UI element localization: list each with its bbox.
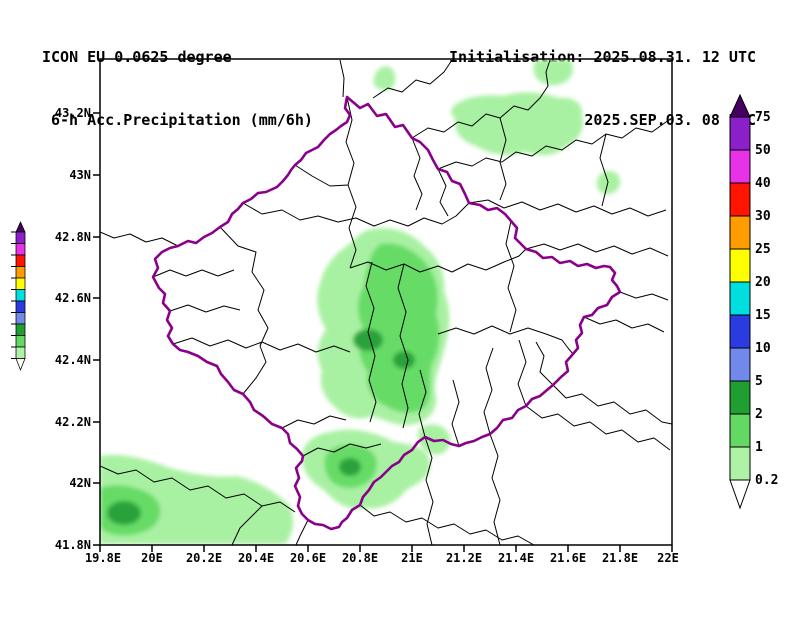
x-axis-tick-label: 21.2E	[446, 551, 482, 565]
x-axis-tick-label: 22E	[657, 551, 679, 565]
map-interior	[100, 59, 672, 545]
colorbar-segment	[729, 380, 751, 415]
x-axis-tick-label: 21.8E	[602, 551, 638, 565]
colorbar-segment	[729, 413, 751, 448]
mini-colorbar-segment	[15, 266, 26, 279]
country-border	[151, 95, 622, 531]
x-axis-tick-label: 21.4E	[498, 551, 534, 565]
colorbar-label: 15	[755, 308, 771, 323]
precip-heavy-cell	[393, 351, 415, 369]
colorbar-label: 2	[755, 407, 763, 422]
colorbar-segment	[729, 248, 751, 283]
x-axis-tick-label: 20E	[141, 551, 163, 565]
mini-colorbar-segment	[15, 300, 26, 313]
mini-colorbar-segment	[15, 346, 26, 359]
colorbar-label: 20	[755, 275, 771, 290]
colorbar-segment	[729, 281, 751, 316]
mini-colorbar-segment	[15, 312, 26, 325]
precip-heavy-cell	[339, 458, 361, 476]
y-axis-tick-label: 42.2N	[55, 415, 91, 429]
mini-colorbar-segment	[15, 289, 26, 302]
district-borders	[100, 59, 672, 545]
colorbar-label: 10	[755, 341, 771, 356]
colorbar-label: 1	[755, 440, 763, 455]
mini-colorbar-segment	[15, 277, 26, 290]
precip-heavy-cell	[353, 329, 383, 351]
y-axis-tick-label: 42N	[69, 476, 91, 490]
x-axis-tick-label: 20.4E	[238, 551, 274, 565]
y-axis-tick-label: 41.8N	[55, 538, 91, 552]
precip-heavy-cell	[107, 501, 141, 525]
colorbar-label: 0.2	[755, 473, 778, 488]
header-left: ICON EU 0.0625 degree 6-h Acc.Precipitat…	[42, 5, 313, 173]
colorbar-segment	[729, 215, 751, 250]
y-axis-tick-label: 42.8N	[55, 230, 91, 244]
colorbar-labels: 75 50 40 30 25 20 15 10 5 2 1 0.2	[755, 110, 778, 488]
y-axis-ticks	[93, 112, 100, 546]
colorbar-segment	[729, 314, 751, 349]
mini-colorbar-bottom-triangle	[15, 358, 26, 372]
mini-colorbar-segment	[15, 243, 26, 256]
mini-colorbar-top-triangle	[15, 221, 26, 233]
mini-colorbar	[11, 221, 26, 372]
x-axis-ticks	[99, 545, 673, 552]
mini-colorbar-segment	[15, 335, 26, 348]
x-axis-labels: 19.8E 20E 20.2E 20.4E 20.6E 20.8E 21E 21…	[85, 551, 679, 565]
colorbar-label: 25	[755, 242, 771, 257]
colorbar-label: 75	[755, 110, 771, 125]
y-axis-tick-label: 42.4N	[55, 353, 91, 367]
colorbar-label: 40	[755, 176, 771, 191]
mini-colorbar-ticks	[11, 231, 16, 359]
map-frame	[99, 58, 673, 546]
y-axis-tick-label: 42.6N	[55, 291, 91, 305]
mini-colorbar-segment	[15, 254, 26, 267]
colorbar-segment	[729, 446, 751, 481]
colorbar-label: 5	[755, 374, 763, 389]
precipitation-layer	[100, 60, 621, 544]
y-axis-labels: 41.8N 42N 42.2N 42.4N 42.6N 42.8N 43N 43…	[55, 106, 91, 552]
mini-colorbar-segment	[15, 323, 26, 336]
parameter-title: 6-h Acc.Precipitation (mm/6h)	[51, 111, 313, 129]
colorbar-label: 30	[755, 209, 771, 224]
x-axis-tick-label: 20.8E	[342, 551, 378, 565]
x-axis-tick-label: 20.2E	[186, 551, 222, 565]
x-axis-tick-label: 20.6E	[290, 551, 326, 565]
x-axis-tick-label: 19.8E	[85, 551, 121, 565]
colorbar-segment	[729, 182, 751, 217]
model-title: ICON EU 0.0625 degree	[42, 48, 232, 66]
precip-heavy-shading	[107, 329, 415, 525]
colorbar-segment	[729, 116, 751, 151]
x-axis-tick-label: 21.6E	[550, 551, 586, 565]
colorbar-segment	[729, 149, 751, 184]
colorbar-top-triangle	[729, 93, 751, 118]
mini-colorbar-segment	[15, 231, 26, 244]
y-axis-tick-label: 43.2N	[55, 106, 91, 120]
colorbar-bottom-triangle	[729, 479, 751, 510]
colorbar-label: 50	[755, 143, 771, 158]
colorbar	[729, 93, 751, 510]
y-axis-tick-label: 43N	[69, 168, 91, 182]
colorbar-segment	[729, 347, 751, 382]
x-axis-tick-label: 21E	[401, 551, 423, 565]
